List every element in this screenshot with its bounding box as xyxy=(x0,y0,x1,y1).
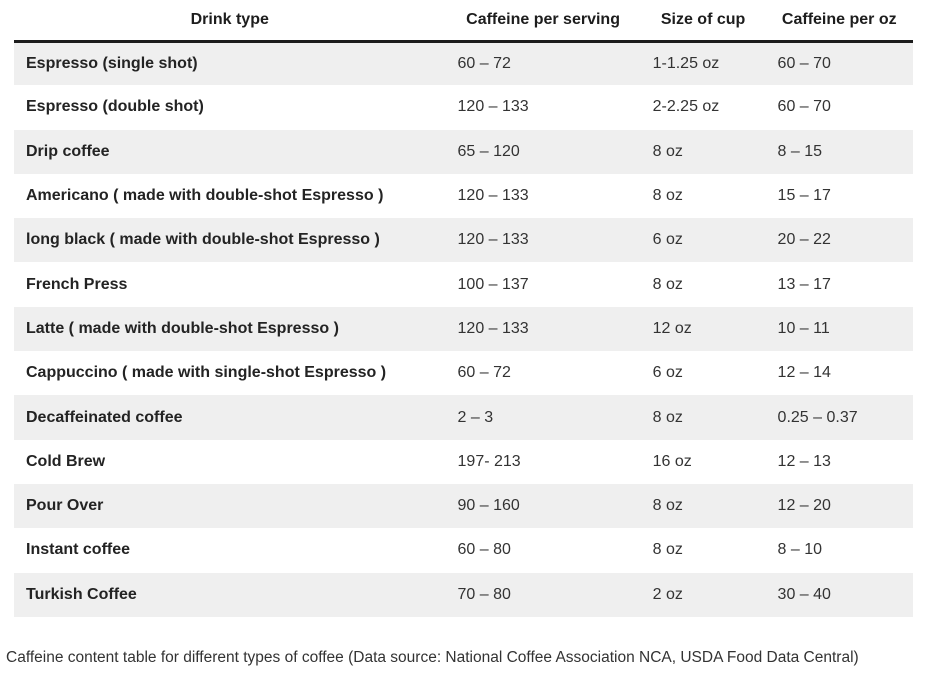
caffeine-per-oz-cell: 8 – 10 xyxy=(777,541,823,559)
caffeine-per-oz-cell: 12 – 13 xyxy=(777,452,831,470)
caffeine-per-serving-cell: 120 – 133 xyxy=(457,187,529,205)
size-of-cup-cell: 8 oz xyxy=(652,408,683,426)
table-row: Americano ( made with double-shot Espres… xyxy=(14,173,913,219)
caffeine-per-oz-cell: 0.25 – 0.37 xyxy=(777,408,858,426)
caffeine-per-oz-cell: 30 – 40 xyxy=(777,585,831,603)
size-of-cup-cell: 6 oz xyxy=(652,231,683,249)
table-row: Latte ( made with double-shot Espresso )… xyxy=(14,306,913,352)
caffeine-per-oz-cell: 60 – 70 xyxy=(777,54,831,72)
size-of-cup-cell: 8 oz xyxy=(652,142,683,160)
size-of-cup-cell: 16 oz xyxy=(652,452,692,470)
table-row: Cold Brew 197- 213 16 oz 12 – 13 xyxy=(14,439,913,484)
table-row: Decaffeinated coffee 2 – 3 8 oz 0.25 – 0.37 xyxy=(14,395,913,440)
column-header-size-of-cup: Size of cup xyxy=(640,0,766,43)
caffeine-per-serving-cell: 2 – 3 xyxy=(457,408,494,426)
drink-type-cell: Instant coffee xyxy=(26,541,131,559)
drink-type-cell: Pour Over xyxy=(26,497,104,515)
column-header-caffeine-per-oz: Caffeine per oz xyxy=(765,0,913,43)
table-row: long black ( made with double-shot Espre… xyxy=(14,218,913,263)
caffeine-per-oz-cell: 8 – 15 xyxy=(777,142,823,160)
drink-type-cell: Americano ( made with double-shot Espres… xyxy=(26,187,384,205)
caffeine-per-serving-cell: 65 – 120 xyxy=(457,142,520,160)
table-row: Drip coffee 65 – 120 8 oz 8 – 15 xyxy=(14,129,913,174)
table-row: Espresso (double shot) 120 – 133 2-2.25 oz… xyxy=(14,85,913,130)
size-of-cup-cell: 1-1.25 oz xyxy=(652,54,720,72)
table-row: French Press 100 – 137 8 oz 13 – 17 xyxy=(14,262,913,307)
size-of-cup-cell: 8 oz xyxy=(652,187,683,205)
caffeine-per-serving-cell: 120 – 133 xyxy=(457,98,529,116)
caffeine-per-oz-cell: 12 – 14 xyxy=(777,364,831,382)
size-of-cup-cell: 2-2.25 oz xyxy=(652,98,720,116)
caffeine-per-serving-cell: 197- 213 xyxy=(457,452,521,470)
caffeine-per-serving-cell: 120 – 133 xyxy=(457,319,529,337)
table-row: Instant coffee 60 – 80 8 oz 8 – 10 xyxy=(14,528,913,573)
caffeine-per-oz-cell: 12 – 20 xyxy=(777,497,831,515)
caffeine-per-serving-cell: 60 – 80 xyxy=(457,541,511,559)
caffeine-per-serving-cell: 70 – 80 xyxy=(457,585,511,603)
size-of-cup-cell: 6 oz xyxy=(652,364,683,382)
table-row: Turkish Coffee 70 – 80 2 oz 30 – 40 xyxy=(14,572,913,617)
caffeine-per-oz-cell: 15 – 17 xyxy=(777,187,831,205)
table-header-row: Drink type Caffeine per serving Size of … xyxy=(14,0,913,43)
table-row: Pour Over 90 – 160 8 oz 12 – 20 xyxy=(14,483,913,529)
caffeine-per-serving-cell: 60 – 72 xyxy=(457,364,511,382)
caffeine-per-oz-cell: 13 – 17 xyxy=(777,275,831,293)
caffeine-per-oz-cell: 10 – 11 xyxy=(777,319,830,337)
drink-type-cell: Cold Brew xyxy=(26,452,106,470)
drink-type-cell: Turkish Coffee xyxy=(26,585,137,603)
caffeine-per-oz-cell: 20 – 22 xyxy=(777,231,831,249)
size-of-cup-cell: 8 oz xyxy=(652,275,683,293)
size-of-cup-cell: 2 oz xyxy=(652,585,683,603)
caffeine-per-serving-cell: 90 – 160 xyxy=(457,497,520,515)
caffeine-table-container: Drink type Caffeine per serving Size of … xyxy=(14,0,913,617)
drink-type-cell: Latte ( made with double-shot Espresso ) xyxy=(26,319,339,337)
size-of-cup-cell: 12 oz xyxy=(652,319,692,337)
table-row: Cappuccino ( made with single-shot Espre… xyxy=(14,351,913,396)
table-caption: Caffeine content table for different typ… xyxy=(6,649,859,666)
drink-type-cell: Decaffeinated coffee xyxy=(26,408,183,426)
caffeine-per-serving-cell: 120 – 133 xyxy=(457,231,529,249)
drink-type-cell: long black ( made with double-shot Espre… xyxy=(26,231,380,249)
table-row: Espresso (single shot) 60 – 72 1-1.25 oz 60… xyxy=(14,41,913,86)
drink-type-cell: Espresso (single shot) xyxy=(26,54,198,72)
drink-type-cell: Drip coffee xyxy=(26,142,110,160)
caffeine-per-serving-cell: 100 – 137 xyxy=(457,275,529,293)
column-header-caffeine-per-serving: Caffeine per serving xyxy=(445,0,641,43)
column-header-drink-type: Drink type xyxy=(14,0,446,43)
caffeine-content-table: Drink type Caffeine per serving Size of … xyxy=(14,0,913,617)
size-of-cup-cell: 8 oz xyxy=(652,497,683,515)
caffeine-per-oz-cell: 60 – 70 xyxy=(777,98,831,116)
size-of-cup-cell: 8 oz xyxy=(652,541,683,559)
drink-type-cell: Espresso (double shot) xyxy=(26,98,204,116)
drink-type-cell: Cappuccino ( made with single-shot Espre… xyxy=(26,364,387,382)
caffeine-per-serving-cell: 60 – 72 xyxy=(457,54,511,72)
drink-type-cell: French Press xyxy=(26,275,128,293)
table-body: Espresso (single shot) 60 – 72 1-1.25 oz 60… xyxy=(14,41,913,617)
